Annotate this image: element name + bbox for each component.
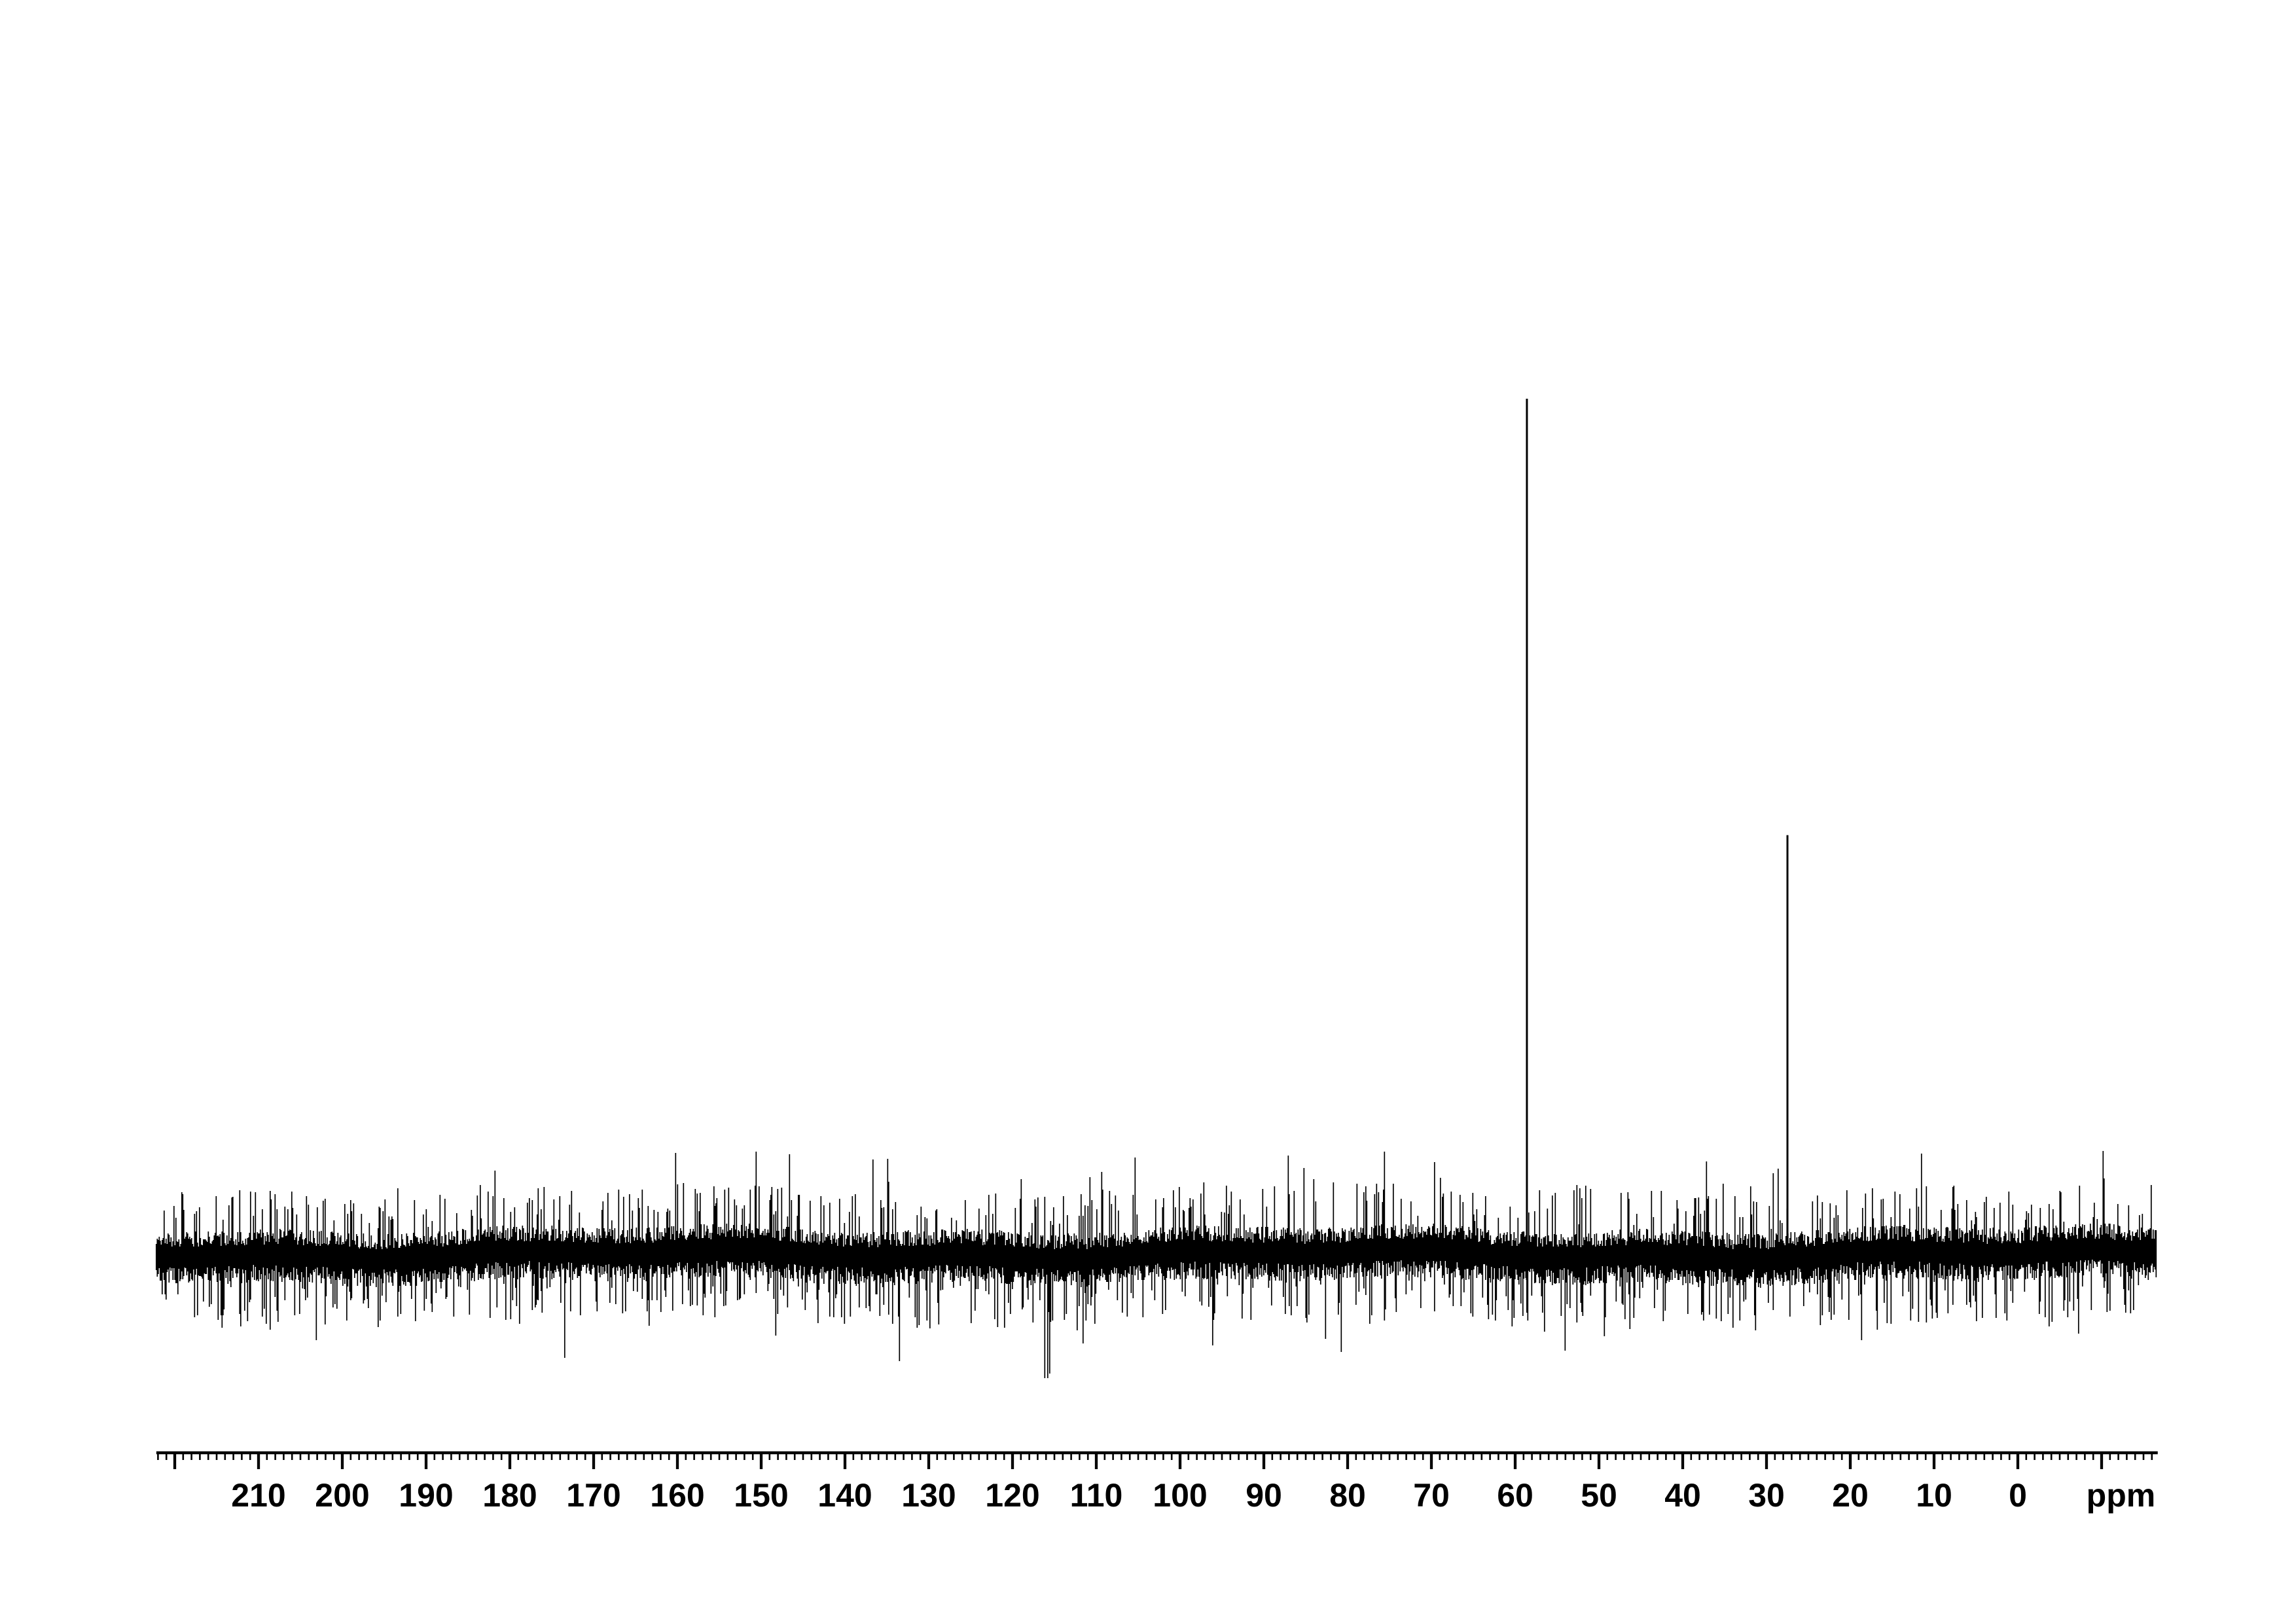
x-tick-label-10: 10 [1916, 1477, 1952, 1514]
x-tick-label-160: 160 [650, 1477, 704, 1514]
noise-trace [155, 1151, 2157, 1378]
x-tick-label-120: 120 [985, 1477, 1039, 1514]
x-tick-label-40: 40 [1664, 1477, 1701, 1514]
x-tick-label-200: 200 [315, 1477, 369, 1514]
x-tick-label-30: 30 [1748, 1477, 1785, 1514]
x-tick-label-190: 190 [399, 1477, 453, 1514]
x-tick-label-100: 100 [1153, 1477, 1207, 1514]
x-tick-label-70: 70 [1413, 1477, 1450, 1514]
x-tick-label-50: 50 [1581, 1477, 1617, 1514]
x-axis-major-ticks [173, 1452, 2104, 1469]
x-tick-label-0: 0 [2009, 1477, 2027, 1514]
x-tick-label-140: 140 [817, 1477, 872, 1514]
x-tick-label-150: 150 [734, 1477, 788, 1514]
x-tick-label-210: 210 [231, 1477, 285, 1514]
x-axis-unit-label: ppm [2087, 1477, 2156, 1514]
x-tick-label-170: 170 [566, 1477, 620, 1514]
x-tick-label-20: 20 [1832, 1477, 1869, 1514]
x-tick-label-180: 180 [482, 1477, 537, 1514]
x-tick-label-60: 60 [1497, 1477, 1534, 1514]
x-tick-label-130: 130 [901, 1477, 956, 1514]
x-tick-label-90: 90 [1246, 1477, 1282, 1514]
x-tick-label-110: 110 [1070, 1477, 1123, 1514]
x-tick-label-80: 80 [1329, 1477, 1366, 1514]
